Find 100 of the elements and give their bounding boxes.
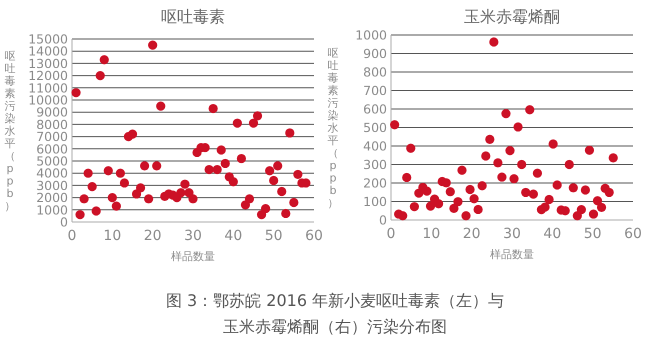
point (188, 194, 198, 204)
y-tick-label: 300 (363, 157, 388, 172)
point (497, 172, 507, 182)
point (525, 105, 534, 114)
y-tick-label: 900 (363, 46, 388, 61)
point (116, 168, 125, 178)
y-tick-label: 5000 (36, 154, 68, 168)
point (112, 202, 121, 211)
point (501, 109, 511, 118)
y-tick-label: 15000 (28, 32, 68, 46)
point (244, 194, 254, 204)
point (277, 186, 286, 196)
point (100, 55, 109, 64)
point (232, 118, 242, 128)
point (148, 40, 158, 50)
x-tick-label: 60 (305, 228, 323, 244)
point (236, 154, 246, 164)
point (505, 146, 515, 156)
x-axis-title: 样品数量 (171, 250, 215, 263)
y-tick-label: 400 (363, 138, 388, 154)
x-tick-label: 30 (184, 228, 202, 244)
point (548, 139, 558, 149)
point (588, 209, 598, 219)
chart-title: 呕吐毒素 (161, 7, 225, 26)
point (96, 71, 105, 80)
point (478, 181, 487, 190)
point (532, 168, 542, 178)
point (136, 183, 146, 192)
point (580, 185, 590, 195)
point (608, 153, 618, 162)
x-tick-label: 10 (422, 226, 440, 242)
point (204, 164, 214, 174)
point (128, 130, 138, 139)
point (544, 194, 554, 204)
y-tick-label: 0 (379, 212, 388, 228)
point (568, 183, 578, 192)
point (289, 198, 298, 208)
point (88, 182, 97, 192)
point (108, 193, 117, 202)
point (80, 194, 89, 204)
point (104, 166, 113, 176)
point (84, 168, 93, 178)
point (293, 170, 302, 180)
point (269, 176, 278, 186)
x-tick-label: 50 (264, 228, 283, 244)
point (517, 160, 526, 170)
point (474, 204, 483, 214)
point (513, 122, 523, 132)
text: 呕吐毒素污染水平（ppb） (4, 50, 16, 212)
point (528, 190, 538, 199)
x-tick-label: 40 (224, 228, 242, 244)
x-tick-label: 50 (584, 226, 602, 242)
point (176, 188, 186, 198)
point (485, 134, 494, 144)
point (457, 166, 467, 175)
x-tick-label: 20 (144, 228, 162, 244)
y-tick-label: 10000 (28, 92, 68, 108)
point (273, 161, 282, 170)
point (469, 194, 479, 204)
point (453, 197, 463, 206)
point (285, 128, 294, 138)
y-tick-label: 800 (363, 64, 388, 80)
point (75, 210, 85, 220)
y-tick-label: 0 (60, 214, 68, 230)
point (180, 180, 190, 189)
point (449, 204, 459, 213)
point (442, 178, 451, 188)
point (434, 199, 444, 208)
point (402, 172, 412, 182)
x-tick-label: 60 (624, 226, 642, 242)
point (156, 102, 166, 111)
point (592, 196, 602, 206)
point (228, 177, 238, 186)
y-tick-label: 700 (363, 83, 388, 98)
point (410, 202, 419, 212)
point (71, 88, 81, 98)
caption: 图 3：鄂苏皖 2016 年新小麦呕吐毒素（左）与玉米赤霉烯酮（右）污染分布图 (164, 290, 506, 338)
point (208, 104, 218, 114)
point (252, 111, 262, 120)
point (552, 180, 562, 190)
point (489, 37, 498, 47)
point (265, 166, 274, 176)
point (521, 188, 530, 198)
point (604, 188, 614, 198)
point (261, 204, 270, 214)
point (152, 161, 162, 170)
y-tick-label: 600 (363, 102, 388, 116)
x-tick-label: 10 (103, 228, 122, 244)
point (140, 161, 150, 170)
point (465, 184, 475, 194)
point (576, 205, 586, 214)
y-tick-label: 200 (363, 176, 388, 190)
point (596, 202, 606, 212)
point (422, 186, 432, 196)
x-axis-title: 样品数量 (490, 248, 534, 261)
y-tick-label: 100 (363, 194, 388, 209)
point (220, 158, 230, 168)
point (461, 211, 471, 220)
point (92, 206, 101, 216)
point (406, 144, 416, 153)
